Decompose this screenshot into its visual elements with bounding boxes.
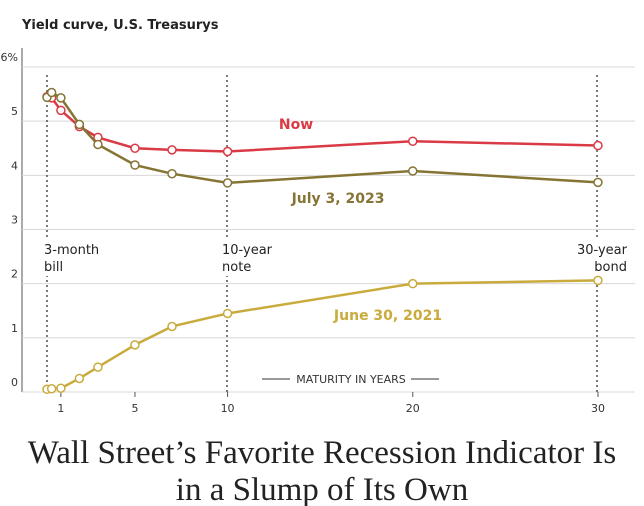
point bbox=[222, 308, 233, 319]
y-tick-label: 0 bbox=[11, 376, 18, 389]
y-tick-label: 2 bbox=[11, 268, 18, 281]
point bbox=[408, 136, 418, 146]
series-line bbox=[46, 90, 599, 185]
point bbox=[593, 275, 603, 286]
point bbox=[130, 160, 140, 170]
point bbox=[167, 168, 177, 179]
annotation: 10-year note bbox=[222, 243, 273, 275]
series-label: July 3, 2023 bbox=[291, 191, 385, 207]
headline: Wall Street’s Favorite Recession Indicat… bbox=[28, 435, 616, 506]
x-tick-label: 30 bbox=[591, 402, 605, 415]
annotation: 3-month bill bbox=[44, 243, 99, 275]
point bbox=[167, 321, 177, 332]
x-tick-label: 10 bbox=[221, 402, 235, 415]
y-tick-label: 6% bbox=[1, 51, 18, 64]
series-label: Now bbox=[279, 117, 313, 133]
point bbox=[56, 383, 66, 393]
y-tick-label: 1 bbox=[11, 322, 18, 335]
headline-text: Wall Street’s Favorite Recession Indicat… bbox=[28, 435, 616, 506]
point bbox=[222, 146, 233, 157]
annotation-bg bbox=[220, 238, 278, 276]
annotation: 30-year bond bbox=[577, 243, 628, 275]
point bbox=[74, 119, 85, 130]
x-tick-label: 20 bbox=[406, 402, 420, 415]
point bbox=[56, 105, 66, 116]
point bbox=[408, 278, 418, 289]
series-label: June 30, 2021 bbox=[333, 308, 442, 324]
point bbox=[56, 93, 66, 103]
point bbox=[408, 166, 418, 176]
point bbox=[46, 87, 57, 98]
y-tick-label: 4 bbox=[11, 159, 18, 172]
point bbox=[93, 362, 103, 372]
point bbox=[130, 143, 140, 153]
chart-title: Yield curve, U.S. Treasurys bbox=[21, 18, 219, 33]
point bbox=[167, 145, 177, 155]
x-tick-label: 1 bbox=[57, 402, 64, 415]
x-tick-label: 5 bbox=[131, 402, 138, 415]
point bbox=[593, 140, 603, 151]
annotation-bg bbox=[42, 238, 100, 276]
y-tick-label: 3 bbox=[11, 214, 18, 227]
x-axis-label: MATURITY IN YEARS bbox=[296, 373, 406, 386]
point bbox=[46, 384, 57, 394]
point bbox=[593, 177, 603, 188]
point bbox=[222, 178, 233, 188]
point bbox=[74, 373, 85, 384]
annotation-bg bbox=[571, 238, 629, 276]
point bbox=[93, 139, 103, 150]
series-line bbox=[46, 95, 598, 153]
y-tick-label: 5 bbox=[11, 105, 18, 118]
point bbox=[130, 340, 140, 350]
